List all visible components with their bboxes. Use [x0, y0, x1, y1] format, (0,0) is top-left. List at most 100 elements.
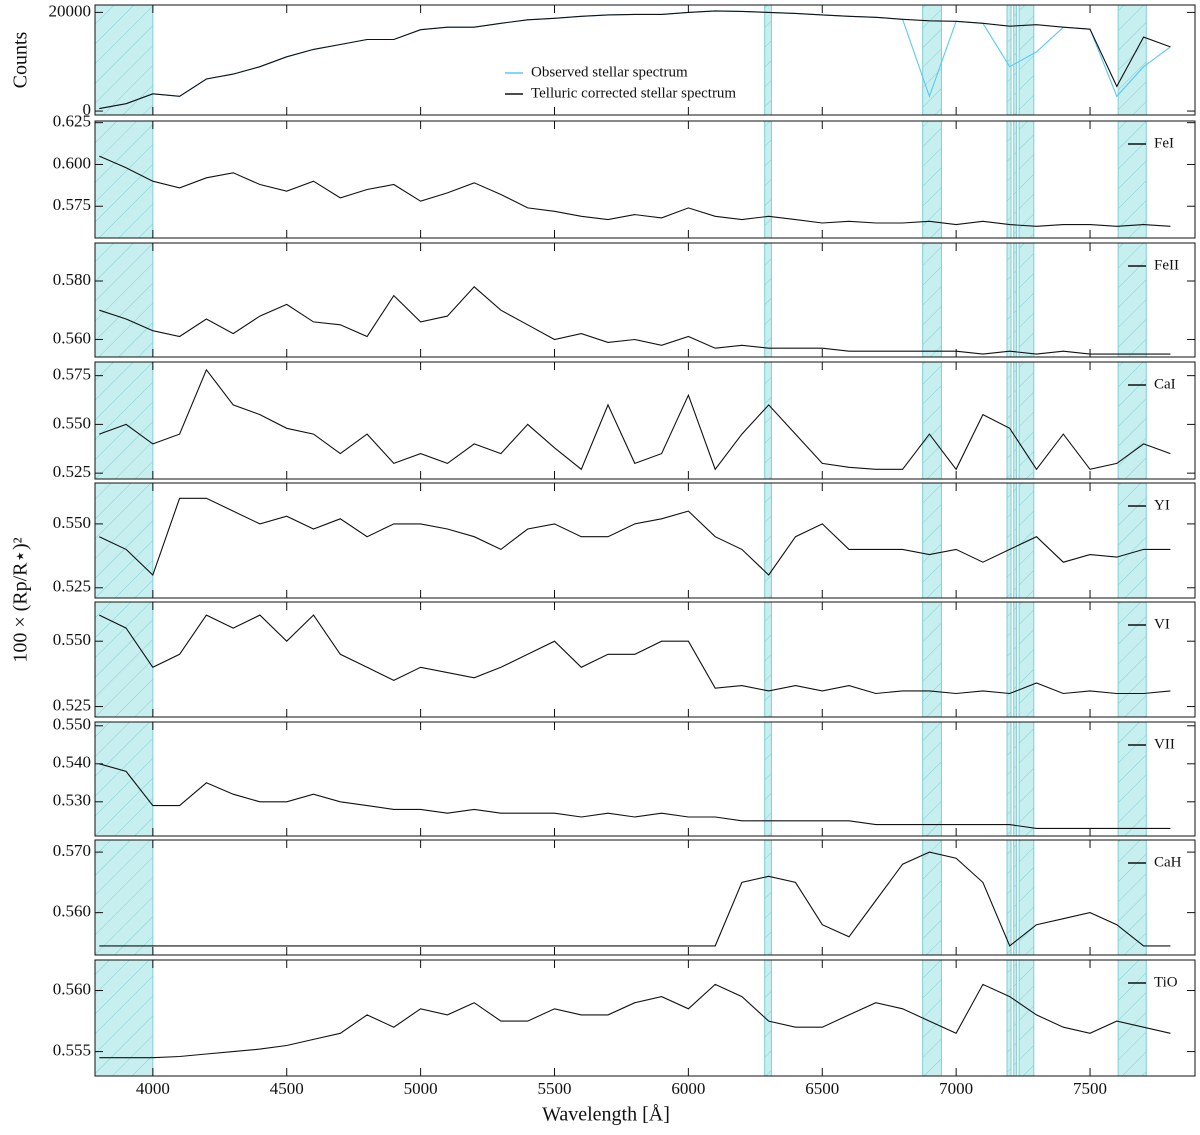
masked-region	[1018, 362, 1035, 479]
panel: 0 20000 Counts Observed stellar spectrum Tel…	[10, 1, 1196, 119]
legend-label: Observed stellar spectrum	[531, 64, 688, 80]
masked-region	[922, 840, 942, 955]
spectrum-line	[99, 10, 1171, 110]
masked-region	[1013, 840, 1017, 955]
legend-label: FeI	[1154, 135, 1174, 151]
masked-region	[1013, 121, 1017, 238]
panel: 0.525 0.550 VI	[53, 601, 1196, 718]
panel: 0.575 0.600 0.625 FeI	[53, 112, 1196, 239]
masked-region	[1018, 121, 1035, 238]
masked-region	[764, 602, 772, 717]
y-tick-label: 0.540	[53, 753, 91, 772]
axes-frame	[94, 120, 1196, 239]
masked-region	[95, 362, 154, 479]
masked-region	[95, 483, 154, 598]
masked-region	[1018, 960, 1035, 1076]
y-tick-label: 0.600	[53, 153, 91, 172]
y-tick-label: 0.550	[53, 630, 91, 649]
masked-region	[764, 243, 772, 357]
masked-region	[922, 121, 942, 238]
plot-area	[95, 5, 1171, 115]
spectrum-line	[99, 286, 1171, 355]
y-tick-label: 0.550	[53, 715, 91, 734]
masked-region	[764, 722, 772, 836]
legend-label: VII	[1154, 736, 1175, 752]
masked-region	[1013, 722, 1017, 836]
legend-label: VI	[1154, 616, 1170, 632]
masked-region	[1006, 602, 1012, 717]
masked-region	[95, 243, 154, 357]
masked-region	[1013, 960, 1017, 1076]
spectrum-line	[99, 763, 1171, 829]
legend-label: FeII	[1154, 257, 1179, 273]
masked-region	[1013, 362, 1017, 479]
y-tick-label: 0.575	[53, 365, 91, 384]
x-tick-label: 4000	[136, 1079, 170, 1098]
masked-region	[95, 722, 154, 836]
y-tick-label: 0.525	[53, 577, 91, 596]
plot-area	[95, 362, 1171, 479]
spectrum-line	[99, 155, 1171, 227]
legend-label: YI	[1154, 497, 1170, 513]
masked-region	[1006, 243, 1012, 357]
masked-region	[1018, 483, 1035, 598]
x-tick-label: 5500	[537, 1079, 571, 1098]
masked-region	[1117, 722, 1147, 836]
y-tick-label: 0.550	[53, 413, 91, 432]
y-axis-label: 100 × (Rp/R⋆)²	[10, 537, 32, 662]
masked-region	[922, 362, 942, 479]
masked-region	[1006, 722, 1012, 836]
x-axis-label: Wavelength [Å]	[542, 1104, 670, 1126]
masked-region	[1117, 960, 1147, 1076]
y-tick-label: 20000	[49, 1, 92, 20]
panel: 0.525 0.550 0.575 CaI	[53, 361, 1196, 481]
y-tick-label: 0.525	[53, 695, 91, 714]
y-tick-label: 0.625	[53, 112, 91, 131]
plot-area	[95, 602, 1171, 717]
masked-region	[1006, 483, 1012, 598]
masked-region	[95, 121, 154, 238]
axes-frame	[94, 721, 1196, 837]
masked-region	[1006, 362, 1012, 479]
masked-region	[922, 960, 942, 1076]
masked-region	[1117, 362, 1147, 479]
spectrum-line	[99, 368, 1171, 471]
x-tick-label: 7000	[939, 1079, 973, 1098]
axes-frame	[94, 482, 1196, 599]
masked-region	[1117, 602, 1147, 717]
x-tick-label: 4500	[270, 1079, 304, 1098]
masked-region	[1018, 243, 1035, 357]
panel: 0.560 0.580 FeII	[53, 242, 1196, 358]
masked-region	[1018, 602, 1035, 717]
panel: 0.530 0.540 0.550 VII	[53, 715, 1196, 837]
spectrum-line	[99, 983, 1171, 1059]
masked-region	[1117, 5, 1147, 115]
masked-region	[1006, 960, 1012, 1076]
plot-area	[95, 840, 1171, 955]
masked-region	[1013, 602, 1017, 717]
x-tick-label: 7500	[1073, 1079, 1107, 1098]
spectrum-line	[99, 497, 1171, 576]
axes-frame	[94, 601, 1196, 718]
masked-region	[95, 840, 154, 955]
y-tick-label: 0.550	[53, 513, 91, 532]
masked-region	[95, 960, 154, 1076]
plot-area	[95, 243, 1171, 357]
plot-area	[95, 483, 1171, 598]
x-tick-label: 5000	[404, 1079, 438, 1098]
axes-frame	[94, 4, 1196, 116]
masked-region	[1117, 243, 1147, 357]
masked-region	[922, 243, 942, 357]
legend-label: CaI	[1154, 376, 1176, 392]
masked-region	[1018, 840, 1035, 955]
panel: 0.560 0.570 CaH	[53, 839, 1196, 956]
y-tick-label: 0.570	[53, 841, 91, 860]
axes-frame	[94, 959, 1196, 1077]
masked-region	[1018, 722, 1035, 836]
masked-region	[1006, 121, 1012, 238]
masked-region	[922, 602, 942, 717]
masked-region	[95, 5, 154, 115]
masked-region	[764, 840, 772, 955]
